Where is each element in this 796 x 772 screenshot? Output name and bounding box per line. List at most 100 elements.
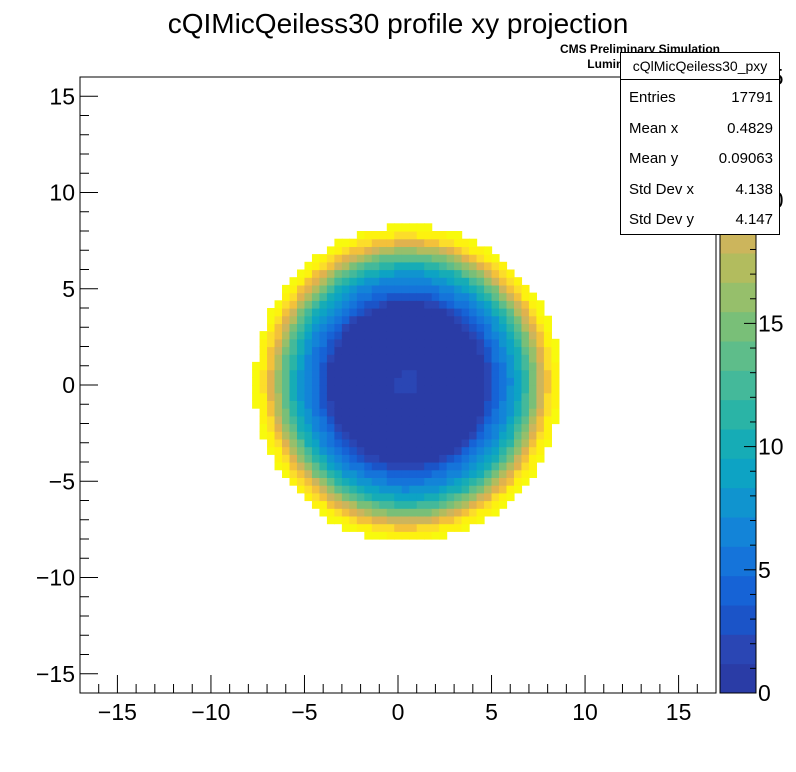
heatmap-cell [454, 508, 463, 517]
heatmap-cell [341, 523, 350, 532]
heatmap-cell [499, 354, 508, 363]
heatmap-cell [446, 423, 455, 432]
heatmap-cell [371, 415, 380, 425]
heatmap-cell [326, 323, 335, 332]
heatmap-cell [386, 408, 395, 417]
heatmap-cell [528, 308, 538, 317]
heatmap-cell [311, 354, 321, 363]
heatmap-cell [364, 408, 373, 417]
heatmap-cell [484, 277, 493, 286]
heatmap-cell [446, 508, 455, 517]
heatmap-cell [334, 308, 343, 317]
heatmap-cell [446, 231, 455, 240]
heatmap-cell [476, 369, 485, 378]
heatmap-cell [424, 346, 433, 355]
heatmap-cell [326, 261, 335, 271]
heatmap-cell [274, 323, 283, 332]
heatmap-cell [484, 323, 493, 332]
heatmap-cell [349, 277, 358, 286]
heatmap-cell [379, 408, 388, 417]
heatmap-cell [349, 500, 358, 509]
heatmap-cell [304, 454, 313, 463]
heatmap-cell [349, 331, 358, 340]
heatmap-cell [289, 446, 298, 455]
heatmap-cell [326, 485, 335, 494]
heatmap-cell [484, 300, 493, 309]
heatmap-cell [259, 369, 268, 378]
heatmap-cell [379, 485, 388, 494]
heatmap-cell [476, 323, 485, 332]
heatmap-cell [349, 408, 358, 417]
heatmap-cell [521, 284, 530, 294]
heatmap-cell [282, 361, 291, 371]
heatmap-cell [484, 254, 493, 263]
heatmap-cell [491, 361, 500, 371]
heatmap-cell [386, 377, 395, 386]
heatmap-cell [416, 346, 425, 355]
heatmap-cell [319, 492, 328, 502]
heatmap-cell [267, 354, 276, 363]
heatmap-cell [431, 523, 440, 532]
heatmap-cell [282, 346, 291, 355]
heatmap-cell [282, 423, 291, 432]
heatmap-cell [461, 354, 470, 363]
heatmap-cell [439, 446, 448, 455]
heatmap-cell [394, 323, 403, 332]
heatmap-cell [551, 346, 560, 355]
heatmap-cell [379, 400, 388, 409]
heatmap-cell [304, 308, 313, 317]
heatmap-cell [491, 423, 500, 432]
heatmap-cell [356, 523, 365, 532]
heatmap-cell [259, 377, 268, 386]
heatmap-cell [454, 369, 463, 378]
heatmap-cell [499, 492, 508, 502]
heatmap-cell [282, 415, 291, 425]
heatmap-cell [528, 438, 538, 448]
heatmap-cell [409, 346, 418, 355]
heatmap-cell [416, 231, 425, 240]
heatmap-cell [401, 292, 410, 301]
heatmap-cell [319, 377, 328, 386]
heatmap-cell [364, 462, 373, 471]
heatmap-cell [521, 454, 530, 463]
heatmap-cell [424, 284, 433, 294]
heatmap-cell [446, 446, 455, 455]
heatmap-cell [364, 385, 373, 394]
heatmap-cell [379, 308, 388, 317]
heatmap-cell [446, 500, 455, 509]
heatmap-cell [446, 238, 455, 247]
heatmap-cell [461, 246, 470, 255]
heatmap-cell [476, 469, 485, 478]
heatmap-cell [394, 515, 403, 525]
heatmap-cell [394, 292, 403, 301]
heatmap-cell [409, 331, 418, 340]
heatmap-cell [416, 361, 425, 371]
heatmap-cell [296, 269, 306, 278]
heatmap-cell [484, 508, 493, 517]
heatmap-cell [528, 354, 538, 363]
heatmap-cell [454, 361, 463, 371]
heatmap-cell [416, 254, 425, 263]
heatmap-cell [424, 477, 433, 486]
heatmap-cell [491, 300, 500, 309]
heatmap-cell [484, 477, 493, 486]
heatmap-cell [491, 323, 500, 332]
heatmap-cell [416, 377, 425, 386]
heatmap-cell [364, 531, 373, 540]
heatmap-cell [476, 454, 485, 463]
heatmap-cell [416, 315, 425, 324]
heatmap-cell [499, 308, 508, 317]
heatmap-cell [401, 485, 410, 494]
heatmap-cell [289, 308, 298, 317]
heatmap-cell [386, 385, 395, 394]
heatmap-cell [341, 454, 350, 463]
heatmap-cell [296, 369, 306, 378]
heatmap-cell [282, 292, 291, 301]
heatmap-cell [326, 392, 335, 401]
heatmap-cell [461, 331, 470, 340]
heatmap-cell [304, 369, 313, 378]
heatmap-cell [394, 231, 403, 240]
heatmap-cell [311, 392, 321, 401]
heatmap-cell [379, 331, 388, 340]
heatmap-cell [386, 485, 395, 494]
